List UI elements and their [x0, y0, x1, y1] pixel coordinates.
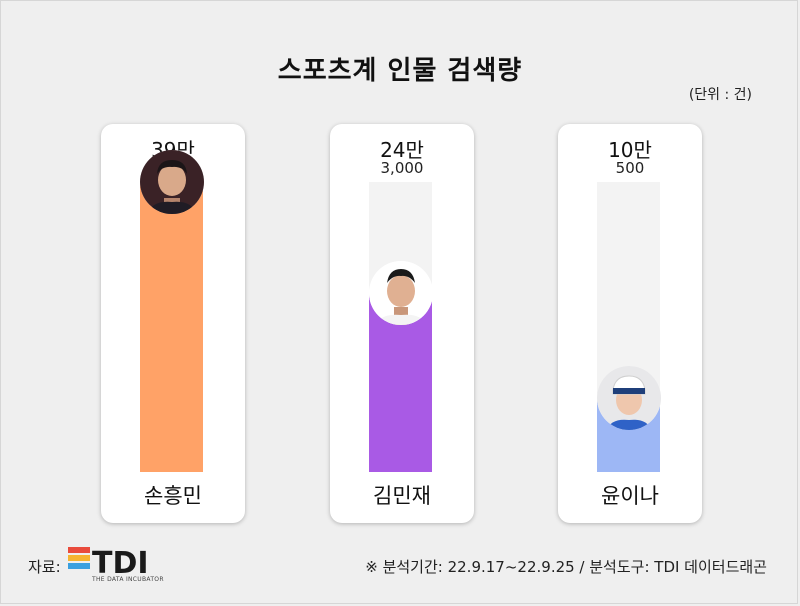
category-label: 김민재 — [373, 484, 431, 508]
value-label-main: 24만 — [380, 138, 424, 162]
value-label-main: 10만 — [608, 138, 652, 162]
logo-subtext: THE DATA INCUBATOR — [92, 576, 164, 583]
category-label: 손흥민 — [144, 484, 202, 508]
analysis-note: ※ 분석기간: 22.9.17~22.9.25 / 분석도구: TDI 데이터드… — [365, 558, 767, 576]
bar-son — [140, 182, 203, 472]
source-label: 자료: — [28, 558, 61, 576]
category-label: 윤이나 — [601, 484, 659, 508]
bar-track — [139, 150, 204, 472]
chart-title: 스포츠계 인물 검색량 — [277, 56, 523, 86]
person-photo-icon — [139, 150, 204, 214]
tdi-logo-icon: TDI — [66, 543, 166, 587]
value-label-sub: 500 — [615, 159, 645, 177]
value-label-sub: 3,000 — [380, 159, 424, 177]
logo-text: TDI — [92, 546, 149, 577]
bar-card-kim: 24만 3,000 김민재 — [330, 124, 474, 523]
bar-track — [368, 182, 433, 472]
person-photo-icon — [596, 366, 661, 431]
person-photo-icon — [368, 261, 433, 326]
bar-card-yoon: 10만 500 윤이나 — [558, 124, 702, 523]
bar-card-son: 39만 4,000 손흥민 — [101, 124, 245, 523]
unit-label: (단위 : 건) — [688, 87, 752, 103]
bar-track — [596, 182, 661, 472]
